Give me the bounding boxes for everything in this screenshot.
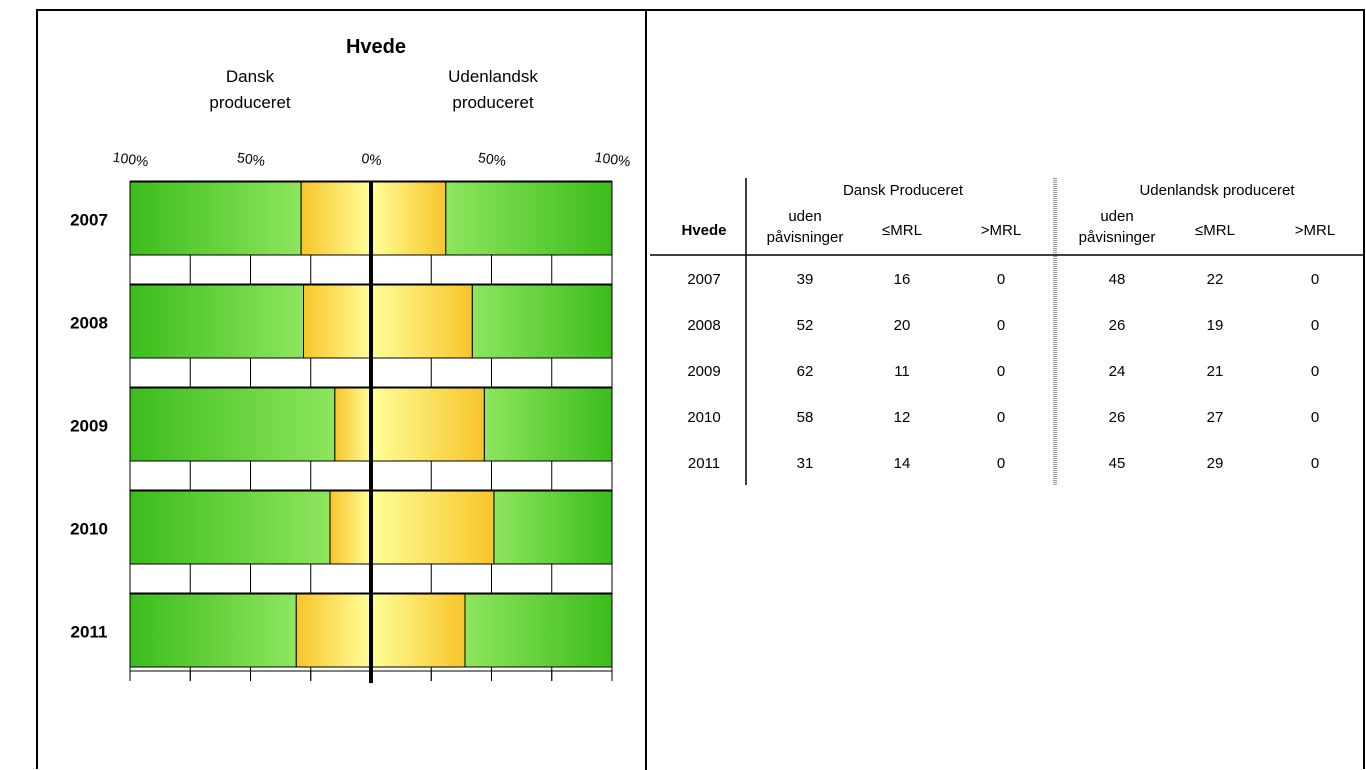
bar-udenlandsk-mrl — [370, 284, 473, 359]
panel-divider — [645, 10, 647, 770]
bar-udenlandsk-uden — [445, 181, 613, 256]
table-col-header: ≤MRL — [882, 222, 922, 239]
table-cell: 0 — [1311, 363, 1319, 380]
bar-dansk-mrl — [303, 284, 372, 359]
table-group-header: Dansk Produceret — [843, 182, 964, 199]
table-cell: 31 — [797, 455, 814, 472]
bar-udenlandsk-uden — [471, 284, 613, 359]
table-cell: 20 — [894, 317, 911, 334]
table-cell: 21 — [1207, 363, 1224, 380]
table-cell: 0 — [997, 363, 1005, 380]
table-row-year: 2008 — [687, 317, 720, 334]
table-cell: 19 — [1207, 317, 1224, 334]
table-col-header: påvisninger — [1079, 229, 1156, 246]
table-cell: 26 — [1109, 409, 1126, 426]
category-label: 2008 — [70, 314, 108, 333]
data-table: Dansk Produceret Udenlandsk produceret Hve… — [650, 178, 1364, 485]
table-cell: 0 — [997, 455, 1005, 472]
table-cell: 27 — [1207, 409, 1224, 426]
table-cell: 0 — [1311, 455, 1319, 472]
table-cell: 45 — [1109, 455, 1126, 472]
bar-dansk-uden — [129, 387, 336, 462]
table-col-header: ≤MRL — [1195, 222, 1235, 239]
bar-dansk-uden — [129, 490, 331, 565]
bar-udenlandsk-uden — [483, 387, 613, 462]
table-cell: 0 — [997, 271, 1005, 288]
table-cell: 62 — [797, 363, 814, 380]
chart-title: Hvede — [346, 36, 406, 58]
table-cell: 0 — [997, 409, 1005, 426]
table-cell: 58 — [797, 409, 814, 426]
table-cell: 0 — [1311, 271, 1319, 288]
table-row-year: 2010 — [687, 409, 720, 426]
bar-udenlandsk-uden — [493, 490, 613, 565]
diverging-bar-chart: Hvede Dansk produceret Udenlandsk produceret… — [70, 36, 632, 683]
table-cell: 52 — [797, 317, 814, 334]
table-col-header: uden — [788, 208, 821, 225]
bar-udenlandsk-mrl — [370, 387, 485, 462]
category-label: 2007 — [70, 211, 108, 230]
table-cell: 24 — [1109, 363, 1126, 380]
right-group-label: produceret — [452, 93, 534, 112]
category-label: 2010 — [70, 520, 108, 539]
bar-udenlandsk-uden — [464, 593, 613, 668]
table-cell: 39 — [797, 271, 814, 288]
table-col-header: uden — [1100, 208, 1133, 225]
table-cell: 0 — [1311, 317, 1319, 334]
outer-frame — [36, 9, 1365, 769]
bar-dansk-mrl — [334, 387, 372, 462]
table-row-year: 2009 — [687, 363, 720, 380]
category-label: 2009 — [70, 417, 108, 436]
bar-udenlandsk-mrl — [370, 593, 466, 668]
table-cell: 22 — [1207, 271, 1224, 288]
x-tick-label: 50% — [477, 149, 507, 169]
right-group-label: Udenlandsk — [448, 67, 538, 86]
table-col-header: >MRL — [981, 222, 1021, 239]
x-tick-label: 100% — [594, 149, 632, 170]
bar-dansk-uden — [129, 284, 305, 359]
bar-dansk-mrl — [295, 593, 372, 668]
table-group-header: Udenlandsk produceret — [1139, 182, 1295, 199]
table-cell: 11 — [894, 363, 910, 380]
table-row-header: Hvede — [681, 222, 726, 239]
bar-udenlandsk-mrl — [370, 490, 495, 565]
bar-dansk-mrl — [300, 181, 372, 256]
table-cell: 0 — [997, 317, 1005, 334]
table-row-year: 2007 — [687, 271, 720, 288]
table-col-header: påvisninger — [767, 229, 844, 246]
table-cell: 14 — [894, 455, 911, 472]
table-cell: 12 — [894, 409, 911, 426]
table-cell: 0 — [1311, 409, 1319, 426]
table-cell: 29 — [1207, 455, 1224, 472]
bar-udenlandsk-mrl — [370, 181, 447, 256]
category-label: 2011 — [71, 623, 108, 642]
left-group-label: Dansk — [226, 67, 275, 86]
x-tick-label: 50% — [236, 149, 266, 169]
bar-dansk-uden — [129, 593, 297, 668]
table-row-year: 2011 — [688, 455, 720, 472]
table-cell: 48 — [1109, 271, 1126, 288]
table-cell: 26 — [1109, 317, 1126, 334]
x-tick-label: 0% — [361, 150, 383, 169]
left-group-label: produceret — [209, 93, 291, 112]
bar-dansk-uden — [129, 181, 302, 256]
table-col-header: >MRL — [1295, 222, 1335, 239]
table-cell: 16 — [894, 271, 911, 288]
x-tick-label: 100% — [112, 149, 150, 170]
bar-dansk-mrl — [329, 490, 372, 565]
